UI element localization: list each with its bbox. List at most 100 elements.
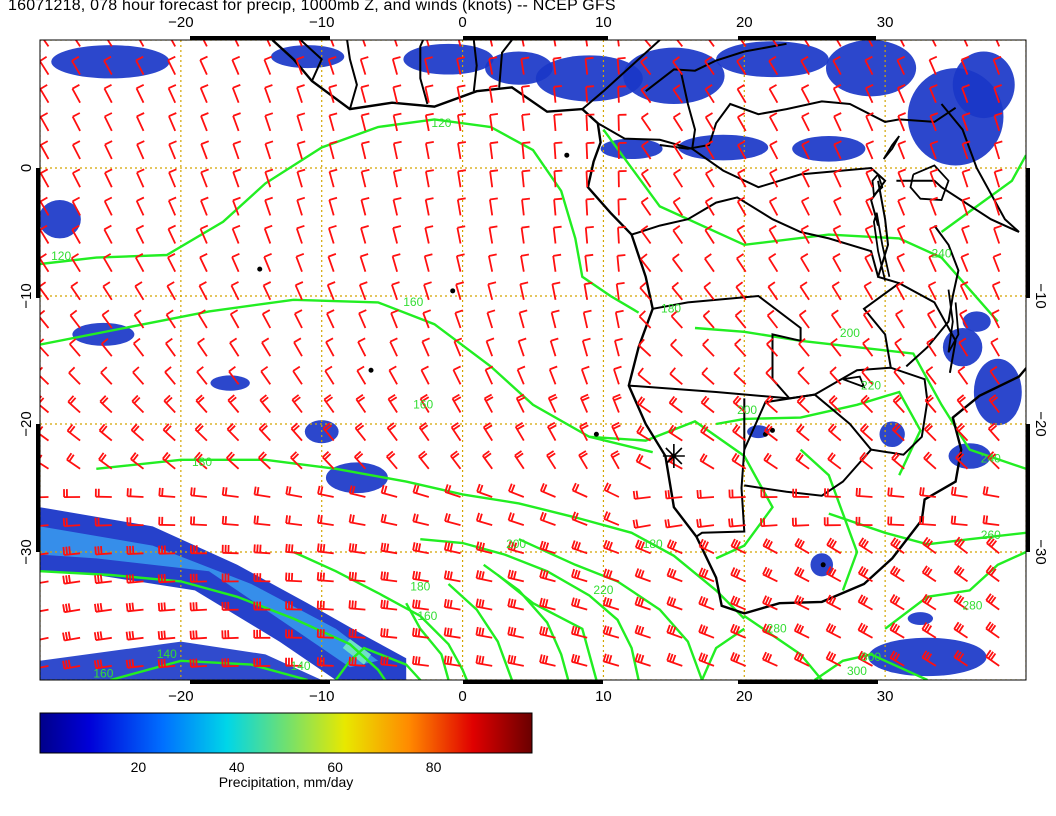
- frame-bar: [36, 168, 40, 298]
- wind-barb: [760, 517, 778, 528]
- wind-barb: [103, 224, 113, 244]
- height-contour: [40, 298, 653, 454]
- wind-barb: [582, 309, 592, 329]
- wind-barb: [189, 658, 207, 668]
- wind-barb: [390, 309, 399, 329]
- contour-label: 280: [767, 622, 787, 636]
- wind-barb: [892, 394, 905, 414]
- wind-barb: [125, 602, 144, 613]
- wind-barb: [348, 628, 366, 639]
- wind-barb: [443, 570, 461, 583]
- wind-barb: [792, 488, 810, 498]
- wind-barb: [190, 487, 207, 498]
- wind-barb: [132, 337, 145, 357]
- wind-barb: [767, 281, 779, 301]
- wind-barb: [602, 625, 620, 639]
- precip-patch: [600, 138, 663, 160]
- wind-barb: [960, 55, 970, 75]
- wind-barb: [40, 366, 50, 385]
- wind-barb: [832, 224, 842, 244]
- lake-outline: [872, 212, 891, 281]
- wind-barb: [380, 484, 398, 498]
- contour-label: 260: [981, 528, 1001, 542]
- wind-barb: [452, 365, 462, 385]
- wind-barb: [482, 450, 493, 470]
- contour-label: 160: [417, 609, 437, 623]
- wind-barbs: [40, 40, 1003, 670]
- wind-barb: [419, 393, 430, 413]
- wind-barb: [514, 450, 525, 470]
- wind-barb: [423, 253, 433, 272]
- wind-barb: [539, 511, 556, 526]
- wind-barb: [737, 168, 747, 188]
- wind-barb: [293, 337, 303, 357]
- wind-barb: [703, 281, 715, 301]
- wind-barb: [993, 224, 1002, 244]
- wind-barb: [583, 281, 593, 300]
- wind-barb: [507, 654, 524, 667]
- wind-barb: [168, 168, 177, 188]
- wind-barb: [295, 224, 305, 244]
- wind-barb: [982, 486, 1000, 498]
- wind-barb: [961, 168, 971, 188]
- wind-barb: [443, 627, 461, 639]
- wind-barb: [418, 450, 430, 470]
- wind-barb: [603, 539, 620, 555]
- wind-barb: [585, 113, 595, 131]
- wind-barb: [730, 538, 747, 555]
- height-contour: [694, 326, 1026, 470]
- wind-barb: [666, 539, 683, 555]
- wind-barb: [766, 309, 779, 329]
- wind-barb: [929, 140, 939, 160]
- wind-barb: [953, 593, 969, 611]
- wind-barb: [221, 658, 239, 668]
- wind-barb: [99, 395, 113, 414]
- wind-barb: [640, 84, 652, 104]
- wind-barb: [266, 40, 272, 47]
- wind-barb: [670, 338, 683, 357]
- wind-barb: [889, 622, 905, 639]
- wind-barb: [585, 141, 595, 160]
- lat-tick-label-left: −20: [18, 411, 35, 436]
- wind-barb: [549, 337, 559, 357]
- wind-barb: [796, 395, 810, 414]
- wind-barb: [553, 197, 563, 216]
- wind-barb: [253, 573, 271, 583]
- wind-barb: [167, 196, 177, 216]
- wind-barb: [614, 337, 623, 357]
- contour-label: 160: [403, 295, 423, 309]
- wind-barb: [953, 649, 968, 667]
- wind-barb: [858, 537, 873, 555]
- wind-barb: [162, 451, 176, 470]
- wind-barb: [696, 489, 715, 499]
- wind-barb: [70, 281, 81, 301]
- precip-patch: [907, 612, 934, 625]
- wind-barb: [62, 603, 81, 614]
- wind-barb: [896, 252, 906, 273]
- frame-bar: [36, 424, 40, 552]
- wind-barb: [253, 657, 271, 667]
- wind-barb: [552, 253, 562, 272]
- wind-barb: [231, 55, 241, 75]
- wind-barb: [986, 536, 1000, 554]
- wind-barb: [924, 394, 937, 414]
- wind-barb: [617, 198, 627, 216]
- wind-barb: [263, 252, 272, 273]
- wind-barb: [769, 112, 779, 132]
- wind-barb: [666, 567, 683, 583]
- wind-barb: [130, 452, 145, 470]
- wind-barb: [985, 649, 1000, 667]
- island: [593, 431, 599, 437]
- wind-barb: [162, 423, 176, 442]
- wind-barb: [94, 574, 112, 585]
- contour-label: 160: [93, 666, 113, 680]
- wind-barb: [74, 40, 81, 47]
- wind-barb: [101, 309, 113, 329]
- wind-barb: [616, 57, 626, 75]
- wind-barb: [40, 140, 50, 160]
- contour-label: 140: [291, 659, 311, 673]
- height-contour: [334, 646, 422, 680]
- wind-barb: [40, 338, 50, 357]
- wind-barb: [514, 422, 525, 442]
- wind-barb: [94, 517, 112, 527]
